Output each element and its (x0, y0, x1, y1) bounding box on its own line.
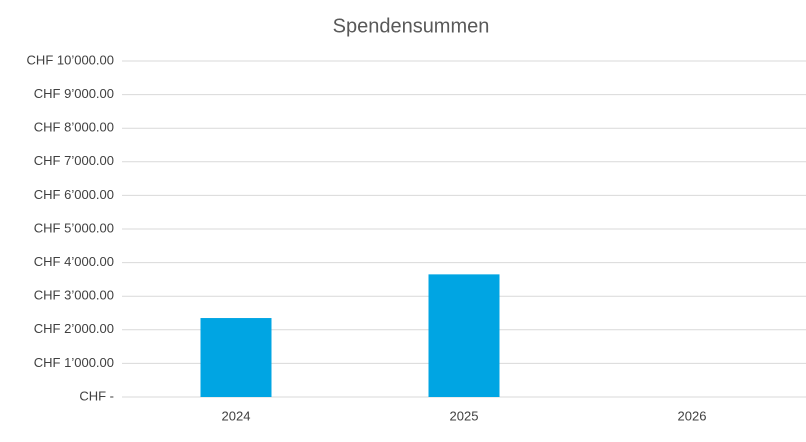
y-tick-label: CHF 4’000.00 (34, 254, 114, 269)
chart-title: Spendensummen (333, 15, 490, 37)
y-tick-label: CHF 10’000.00 (27, 52, 114, 67)
y-tick-label: CHF 3’000.00 (34, 288, 114, 303)
y-tick-label: CHF 7’000.00 (34, 153, 114, 168)
x-tick-label: 2024 (222, 408, 251, 423)
y-tick-label: CHF 8’000.00 (34, 120, 114, 135)
bar (200, 318, 272, 397)
x-tick-label: 2026 (678, 408, 707, 423)
y-tick-label: CHF 5’000.00 (34, 220, 114, 235)
x-tick-label: 2025 (450, 408, 479, 423)
bar (428, 274, 500, 397)
y-tick-label: CHF 2’000.00 (34, 321, 114, 336)
y-tick-label: CHF - (79, 388, 114, 403)
y-tick-label: CHF 1’000.00 (34, 355, 114, 370)
y-tick-label: CHF 6’000.00 (34, 187, 114, 202)
y-tick-label: CHF 9’000.00 (34, 86, 114, 101)
